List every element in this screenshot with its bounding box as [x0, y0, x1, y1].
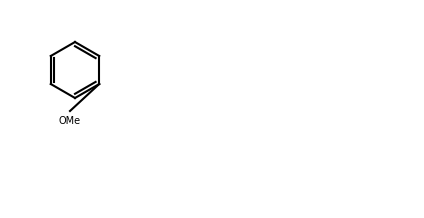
Text: OMe: OMe	[59, 116, 81, 126]
